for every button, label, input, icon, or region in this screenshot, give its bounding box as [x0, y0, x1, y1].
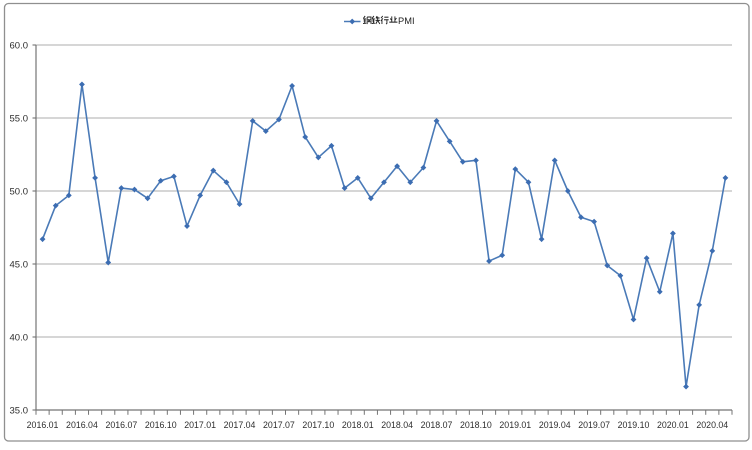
svg-text:2020.01: 2020.01 [657, 420, 689, 430]
svg-text:2017.01: 2017.01 [184, 420, 216, 430]
svg-text:2019.04: 2019.04 [539, 420, 571, 430]
svg-text:50.0: 50.0 [10, 186, 29, 197]
svg-text:2017.04: 2017.04 [224, 420, 256, 430]
svg-text:2018.01: 2018.01 [342, 420, 374, 430]
svg-text:PMI: PMI [398, 16, 415, 26]
svg-text:35.0: 35.0 [10, 405, 29, 416]
svg-text:45.0: 45.0 [10, 259, 29, 270]
svg-text:55.0: 55.0 [10, 113, 29, 124]
svg-text:2019.07: 2019.07 [578, 420, 610, 430]
svg-text:2020.04: 2020.04 [696, 420, 728, 430]
svg-text:2019.01: 2019.01 [499, 420, 531, 430]
svg-text:60.0: 60.0 [10, 40, 29, 51]
svg-text:2017.10: 2017.10 [302, 420, 334, 430]
svg-text:40.0: 40.0 [10, 332, 29, 343]
svg-text:2016.04: 2016.04 [66, 420, 98, 430]
svg-text:2017.07: 2017.07 [263, 420, 295, 430]
svg-text:2019.10: 2019.10 [618, 420, 650, 430]
svg-text:2016.07: 2016.07 [105, 420, 137, 430]
svg-text:2016.10: 2016.10 [145, 420, 177, 430]
svg-text:2018.10: 2018.10 [460, 420, 492, 430]
svg-text:2018.04: 2018.04 [381, 420, 413, 430]
svg-text:2018.07: 2018.07 [421, 420, 453, 430]
svg-text:2016.01: 2016.01 [27, 420, 59, 430]
